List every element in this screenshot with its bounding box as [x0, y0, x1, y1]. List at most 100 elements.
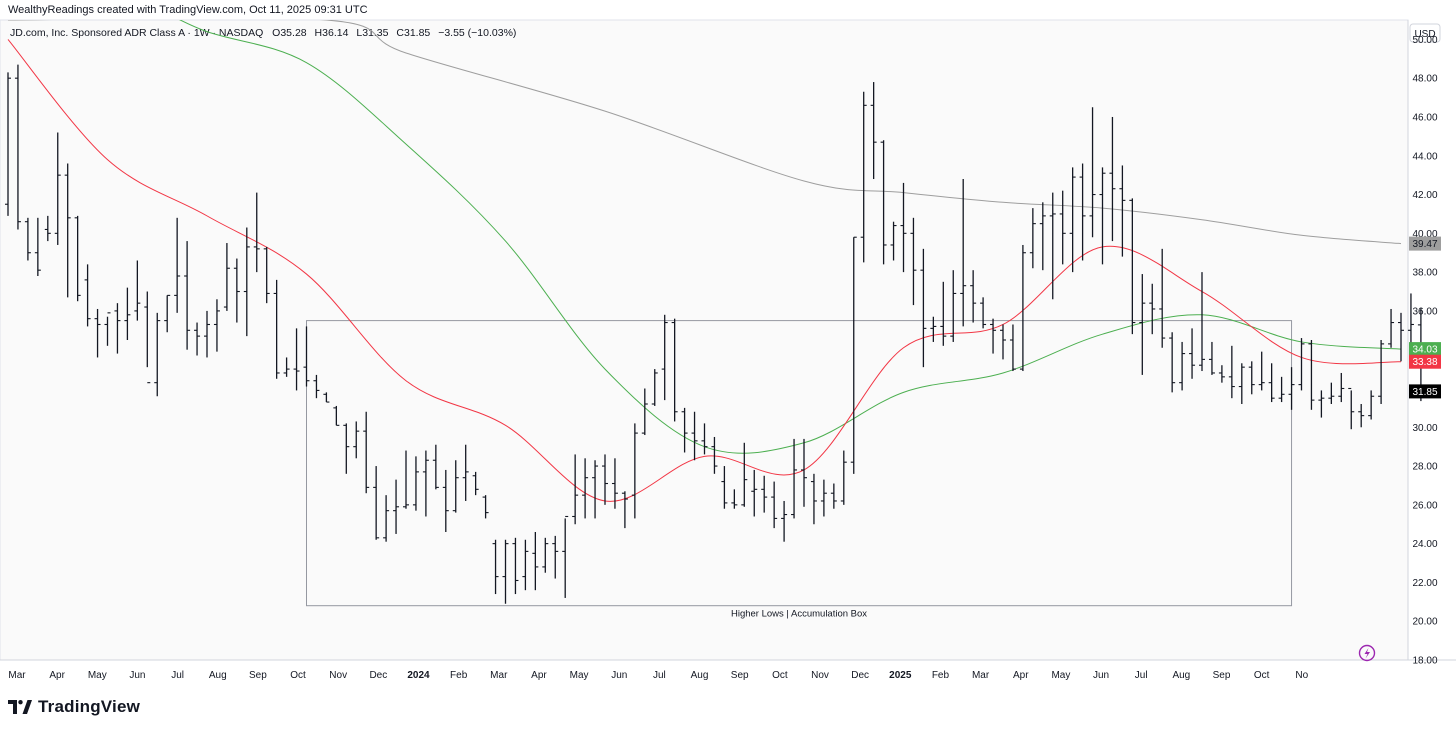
ohlc-bar: [253, 192, 260, 273]
ohlc-bar: [134, 260, 141, 321]
ohlc-bar: [890, 221, 897, 261]
ohlc-bar: [761, 475, 768, 513]
ohlc-bar: [781, 500, 788, 542]
x-tick-label: May: [88, 670, 107, 681]
y-tick-label: 36.00: [1412, 306, 1437, 317]
x-tick-label: Aug: [1172, 670, 1190, 681]
ohlc-bar: [980, 297, 987, 329]
ohlc-bar: [621, 491, 628, 529]
ohlc-bar: [840, 450, 847, 505]
ohlc-bar: [960, 179, 967, 327]
price-chart[interactable]: JD.com, Inc. Sponsored ADR Class A · 1W …: [0, 0, 1456, 690]
x-tick-label: Apr: [49, 670, 65, 681]
price-tag: 33.38: [1409, 354, 1441, 369]
ohlc-bar: [1208, 341, 1215, 375]
y-tick-label: 30.00: [1412, 423, 1437, 434]
ohlc-bar: [1129, 198, 1136, 335]
ohlc-bar: [44, 215, 51, 242]
ohlc-bar: [542, 537, 549, 573]
ohlc-bar: [1248, 361, 1255, 395]
ohlc-bar: [1258, 351, 1265, 391]
ohlc-bar: [940, 281, 947, 346]
ohlc-bar: [791, 438, 798, 519]
ohlc-bar: [1069, 167, 1076, 273]
ohlc-bar: [412, 456, 419, 511]
ohlc-bar: [1268, 363, 1275, 403]
x-tick-label: Jul: [653, 670, 666, 681]
y-tick-label: 42.00: [1412, 190, 1437, 201]
ohlc-bar: [114, 303, 121, 354]
ohlc-bar: [303, 326, 310, 387]
y-tick-label: 48.00: [1412, 74, 1437, 85]
lightning-icon[interactable]: [1358, 644, 1376, 662]
tradingview-logo[interactable]: TradingView: [8, 697, 140, 717]
ohlc-bar: [1059, 190, 1066, 265]
ohlc-bar: [870, 82, 877, 180]
ohlc-bar: [1348, 387, 1355, 430]
price-axis[interactable]: 50.00 48.00 46.00 44.00 42.00 40.00 38.00 36.00…: [1412, 35, 1437, 667]
annotation-box: [306, 320, 1293, 607]
ohlc-bar: [1318, 390, 1325, 418]
currency-label: USD: [1414, 29, 1435, 40]
ohlc-bar: [164, 294, 171, 333]
ohlc-bar: [602, 454, 608, 505]
ohlc-bar: [920, 248, 927, 368]
ohlc-bar: [472, 471, 479, 496]
ohlc-bar: [691, 411, 698, 461]
ohlc-bar: [850, 236, 857, 474]
x-tick-label: Apr: [531, 670, 547, 681]
ohlc-bar: [34, 217, 41, 276]
ohlc-bar: [283, 357, 290, 377]
y-tick-label: 28.00: [1412, 462, 1437, 473]
ohlc-bar: [333, 405, 340, 426]
ohlc-bar: [631, 423, 638, 519]
ohlc-bar: [1079, 163, 1086, 261]
ohlc-bar: [860, 91, 867, 263]
ohlc-bar: [1338, 372, 1345, 403]
ohlc-bar: [293, 328, 300, 391]
ohlc-bar: [462, 444, 469, 501]
accumulation-box: Higher Lows | Accumulation Box: [306, 320, 1293, 620]
ohlc-bar: [1000, 324, 1006, 360]
x-tick-label: Jul: [1135, 670, 1148, 681]
ohlc-bar: [343, 423, 350, 474]
ohlc-bar: [900, 182, 907, 273]
time-axis[interactable]: Mar Apr May Jun Jul Aug Sep Oct Nov Dec 2024 Feb Mar…: [8, 670, 1308, 681]
ma-short-line: [7, 39, 1402, 502]
ohlc-bar: [830, 483, 837, 509]
x-tick-label: Jun: [1093, 670, 1109, 681]
ohlc-bar: [731, 489, 738, 509]
x-tick-label: Sep: [1213, 670, 1231, 681]
x-tick-label: May: [570, 670, 589, 681]
ohlc-bar: [1019, 244, 1026, 372]
ohlc-bar: [671, 318, 678, 422]
x-tick-label: Apr: [1013, 670, 1029, 681]
currency-button[interactable]: [1409, 23, 1441, 43]
ohlc-bar: [1189, 328, 1196, 379]
ohlc-bar: [810, 473, 817, 525]
price-tag: 31.85: [1409, 384, 1441, 399]
ohlc-bar: [930, 316, 937, 342]
ohlc-bar: [611, 458, 618, 509]
moving-averages: [7, 20, 1402, 502]
price-tag-bg: [1409, 342, 1441, 357]
x-tick-label: Oct: [772, 670, 788, 681]
ohlc-bar: [1089, 107, 1096, 238]
price-tag-bg: [1409, 354, 1441, 369]
ohlc-bar: [582, 458, 589, 519]
ohlc-bar: [1049, 192, 1056, 300]
price-tag: 34.03: [1409, 342, 1441, 357]
ohlc-bar: [950, 270, 957, 342]
price-tag-bg: [1409, 384, 1441, 399]
ohlc-bar: [1278, 376, 1285, 403]
ohlc-bar: [721, 466, 728, 509]
ohlc-bar: [144, 291, 151, 384]
ohlc-bar: [1238, 363, 1245, 404]
price-tag-bg: [1409, 236, 1441, 251]
instrument-name: JD.com, Inc. Sponsored ADR Class A · 1W …: [10, 27, 263, 39]
ohlc-bar: [1288, 367, 1295, 410]
ohlc-bar: [1159, 248, 1166, 348]
ohlc-bar: [1328, 382, 1335, 404]
ohlc-bar: [154, 312, 161, 397]
